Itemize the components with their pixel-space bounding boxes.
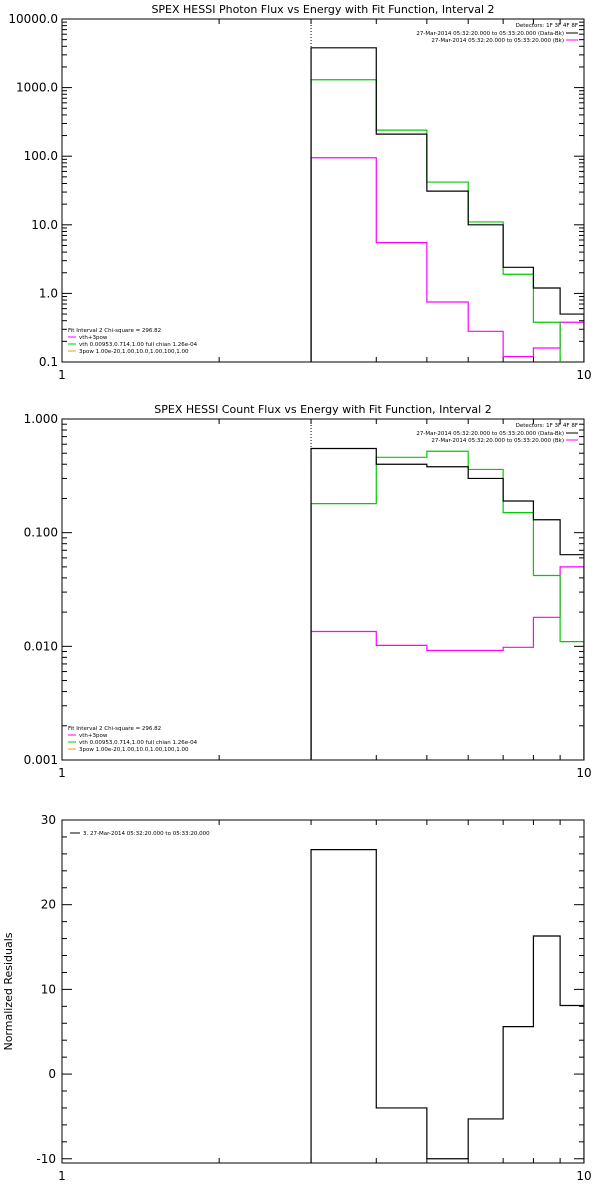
plot-frame — [61, 819, 585, 1164]
y-tick-label: 20 — [41, 898, 56, 912]
legend-entry-label: vth+3pow — [79, 733, 108, 739]
y-tick-label: 100.0 — [24, 149, 58, 163]
legend-entry-label: 27-Mar-2014 05:32:20.000 to 05:33:20.000… — [431, 438, 564, 444]
series-1 — [310, 47, 584, 362]
series-line — [310, 450, 584, 760]
series-1 — [310, 447, 584, 760]
x-tick-label: 1 — [58, 766, 66, 780]
y-tick-label: 10 — [41, 982, 56, 996]
y-tick-label: 0.1 — [39, 355, 58, 369]
series-line — [310, 849, 584, 1163]
y-tick-label: 1.000 — [24, 412, 58, 426]
legend-entry-label: 3pow 1.00e-20,1.00,10.0,1.00,100,1.00 — [79, 349, 189, 355]
series-line — [310, 566, 584, 760]
y-tick-label: 0.010 — [24, 639, 58, 653]
legend-entry-label: vth 0.00953,0.714,1.00 full chian 1.26e-… — [79, 342, 198, 348]
legend-entry-label: vth 0.00953,0.714,1.00 full chian 1.26e-… — [79, 740, 198, 746]
legend-detectors: Detectors: 1F 3F 4F 8F — [516, 23, 578, 29]
series-2 — [310, 79, 584, 362]
legend-entry-label: 27-Mar-2014 05:32:20.000 to 05:33:20.000… — [431, 38, 564, 44]
panel-1: SPEX HESSI Photon Flux vs Energy with Fi… — [8, 3, 591, 382]
panel-2: SPEX HESSI Count Flux vs Energy with Fit… — [24, 403, 592, 780]
legend-entry-label: 3. 27-Mar-2014 05:32:20.000 to 05:33:20.… — [83, 831, 210, 837]
y-tick-label: 10.0 — [31, 218, 58, 232]
series-3 — [310, 566, 584, 760]
legend-entry-label: vth+3pow — [79, 335, 108, 341]
series-3 — [310, 157, 584, 362]
legend-detectors: Detectors: 1F 3F 4F 8F — [516, 423, 578, 429]
chart-title: SPEX HESSI Count Flux vs Energy with Fit… — [154, 403, 491, 416]
x-tick-label: 10 — [576, 766, 591, 780]
legend-entry-label: 3pow 1.00e-20,1.00,10.0,1.00,100,1.00 — [79, 747, 189, 753]
plot-frame — [61, 18, 585, 363]
panel-3: 1 10 -10 0 10 20 30 Normalized Residuals 3. 27-M… — [2, 813, 592, 1183]
chart-title: SPEX HESSI Photon Flux vs Energy with Fi… — [151, 3, 494, 16]
series-1 — [310, 849, 584, 1163]
plot-frame — [61, 418, 585, 761]
y-tick-label: 0 — [48, 1067, 56, 1081]
x-tick-label: 10 — [576, 368, 591, 382]
series-2 — [310, 450, 584, 760]
legend-fit-info: Fit Interval 2 Chi-square = 296.82 — [68, 328, 161, 334]
y-tick-label: 0.100 — [24, 526, 58, 540]
y-tick-label: 1000.0 — [16, 81, 58, 95]
legend-entry-label: 27-Mar-2014 05:32:20.000 to 05:33:20.000… — [416, 31, 564, 37]
plot-area — [310, 419, 584, 760]
x-tick-label: 1 — [58, 1169, 66, 1183]
x-tick-label: 10 — [576, 1169, 591, 1183]
y-tick-label: 10000.0 — [8, 12, 58, 26]
series-line — [310, 157, 584, 362]
legend-fit-info: Fit Interval 2 Chi-square = 296.82 — [68, 726, 161, 732]
series-line — [310, 47, 584, 362]
y-tick-label: 0.001 — [24, 753, 58, 767]
series-line — [310, 79, 584, 362]
x-tick-label: 1 — [58, 368, 66, 382]
y-tick-label: 1.0 — [39, 286, 58, 300]
y-tick-label: -10 — [36, 1152, 56, 1166]
series-line — [310, 447, 584, 760]
y-tick-label: 30 — [41, 813, 56, 827]
y-axis-label: Normalized Residuals — [2, 932, 15, 1050]
plot-area — [310, 19, 584, 362]
legend-entry-label: 27-Mar-2014 05:32:20.000 to 05:33:20.000… — [416, 431, 564, 437]
plot-area — [310, 849, 584, 1163]
